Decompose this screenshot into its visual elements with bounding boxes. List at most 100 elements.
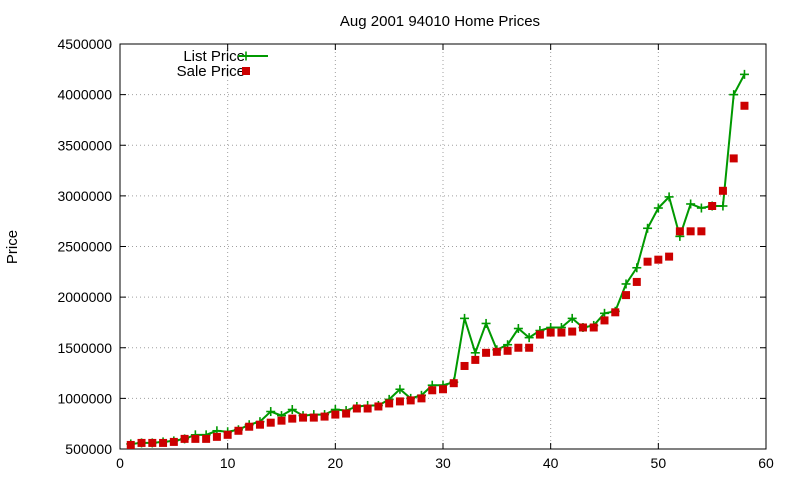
sale-price-point	[675, 227, 684, 236]
legend-label: Sale Price	[177, 63, 245, 80]
x-tick-label: 10	[220, 455, 236, 471]
legend-item-sale-price: Sale Price	[177, 63, 250, 80]
sale-price-point	[525, 343, 534, 352]
list-price-point	[460, 313, 470, 323]
sale-price-point	[514, 343, 523, 352]
y-tick-label: 4500000	[57, 36, 112, 52]
sale-price-point	[266, 418, 275, 427]
legend-marker	[241, 51, 251, 61]
sale-price-point	[697, 227, 706, 236]
sale-price-point	[460, 361, 469, 370]
series	[126, 69, 749, 449]
axes: 0 10 20 30 40 50 60 500000 1000000 1500000 2000000…	[57, 36, 774, 471]
sale-price-point	[331, 410, 340, 419]
sale-price-point	[686, 227, 695, 236]
sale-price-point	[611, 308, 620, 317]
sale-price-point	[288, 414, 297, 423]
list-price-point	[621, 279, 631, 289]
x-tick-label: 0	[116, 455, 124, 471]
sale-price-point	[568, 327, 577, 336]
list-price-point	[470, 348, 480, 358]
sale-price-point	[277, 416, 286, 425]
sale-price-point	[395, 397, 404, 406]
sale-price-point	[643, 257, 652, 266]
sale-price-point	[471, 355, 480, 364]
sale-price-point	[126, 440, 135, 449]
list-price-point	[664, 192, 674, 202]
list-price-point	[287, 405, 297, 415]
y-tick-label: 500000	[65, 441, 112, 457]
sale-price-point	[578, 323, 587, 332]
list-price-point	[513, 324, 523, 334]
sale-price-point	[632, 277, 641, 286]
y-tick-label: 1000000	[57, 390, 112, 406]
list-price-point	[686, 199, 696, 209]
sale-price-point	[665, 252, 674, 261]
sale-price-point	[535, 330, 544, 339]
list-price-point	[600, 308, 609, 318]
list-price-point	[696, 203, 706, 213]
sale-price-point	[320, 412, 329, 421]
list-price-point	[524, 333, 534, 343]
sale-price-point	[439, 385, 447, 394]
list-price-line	[130, 73, 746, 445]
list-price-point	[643, 223, 653, 233]
x-tick-label: 60	[758, 455, 774, 471]
y-tick-label: 2500000	[57, 239, 112, 255]
legend-label: List Price	[183, 48, 245, 65]
list-price-point	[567, 313, 577, 323]
x-tick-label: 40	[543, 455, 559, 471]
sale-price-point	[708, 202, 717, 210]
sale-price-point	[245, 422, 254, 431]
sale-price-point	[159, 438, 168, 447]
sale-price-point	[137, 438, 146, 447]
y-axis-label: Price	[4, 230, 21, 264]
legend-marker	[242, 67, 250, 75]
y-tick-label: 1500000	[57, 340, 112, 356]
sale-price-point	[352, 404, 361, 413]
sale-price-point	[740, 101, 749, 110]
sale-price-point	[299, 413, 308, 422]
sale-price-point	[342, 409, 351, 418]
list-price-point	[729, 90, 739, 100]
sale-price-point	[449, 379, 458, 388]
sale-price-point	[255, 420, 264, 429]
sale-price-point	[622, 291, 631, 300]
sale-price-point	[718, 186, 727, 195]
y-tick-label: 2000000	[57, 289, 112, 305]
list-price-point	[632, 263, 642, 273]
list-price-point	[266, 407, 276, 417]
sale-price-point	[385, 399, 394, 408]
y-tick-label: 3000000	[57, 188, 112, 204]
sale-price-point	[180, 434, 189, 443]
list-price-point	[653, 203, 663, 213]
list-price-point	[718, 201, 728, 211]
sale-price-point	[729, 154, 738, 163]
sale-price-point	[148, 438, 157, 447]
sale-price-point	[234, 426, 243, 435]
y-tick-label: 3500000	[57, 137, 112, 153]
sale-price-point	[191, 434, 200, 443]
x-tick-label: 30	[435, 455, 451, 471]
sale-price-point	[374, 402, 383, 411]
sale-price-point	[600, 316, 609, 325]
sale-price-point	[406, 396, 415, 405]
sale-price-point	[589, 323, 598, 332]
chart-title: Aug 2001 94010 Home Prices	[340, 13, 540, 30]
sale-price-point	[212, 432, 221, 441]
sale-price-point	[492, 347, 501, 356]
list-price-point	[739, 69, 749, 79]
sale-price-point	[202, 434, 211, 443]
sale-price-point	[428, 386, 437, 395]
sale-price-point	[546, 328, 555, 337]
sale-price-point	[309, 413, 318, 422]
sale-price-point	[417, 394, 426, 403]
series-sale-price	[126, 101, 749, 449]
sale-price-point	[654, 255, 663, 264]
sale-price-point	[169, 437, 178, 446]
legend-item-list-price: List Price	[183, 48, 268, 65]
sale-price-point	[503, 346, 512, 355]
